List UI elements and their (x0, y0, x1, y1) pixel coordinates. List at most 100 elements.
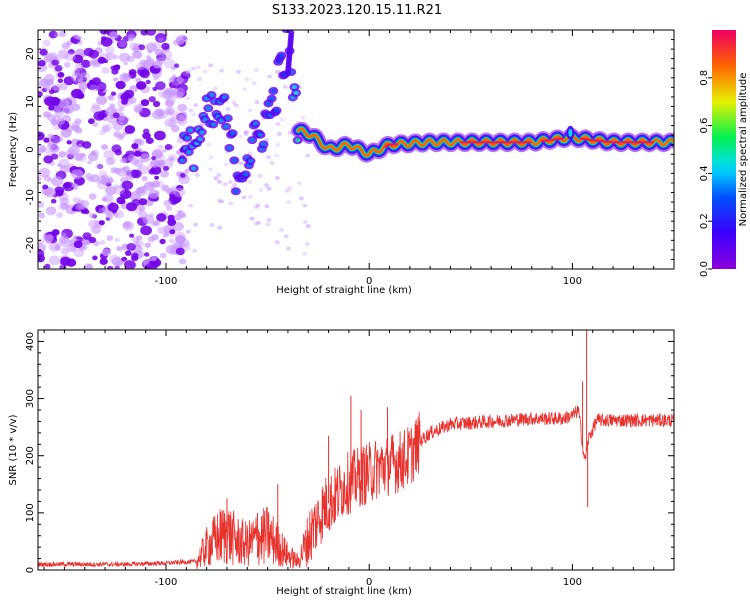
noise-blob (113, 54, 119, 60)
spectrogram-ytick-label: 10 (25, 95, 36, 108)
noise-blob (124, 260, 136, 269)
noise-blob (93, 111, 105, 121)
noise-blob (43, 86, 51, 92)
noise-blob (275, 69, 281, 74)
noise-blob (107, 202, 119, 212)
noise-blob (164, 144, 173, 151)
noise-blob (158, 90, 168, 98)
noise-blob (169, 117, 176, 123)
noise-blob (99, 258, 108, 265)
noise-blob (152, 148, 163, 158)
noise-blob (105, 157, 116, 166)
noise-blob (38, 176, 42, 182)
noise-blob (48, 255, 61, 266)
noise-blob (122, 221, 134, 231)
noise-blob (285, 246, 291, 251)
noise-blob (300, 115, 306, 120)
noise-blob (190, 112, 196, 117)
noise-blob (61, 42, 70, 50)
noise-blob (169, 238, 175, 244)
ridge-peak (579, 137, 655, 144)
noise-blob (264, 183, 270, 188)
noise-blob (96, 95, 108, 106)
spectrogram-ylabel: Frequency (Hz) (8, 112, 19, 188)
noise-blob (79, 81, 85, 86)
ridge-core (274, 108, 280, 113)
noise-blob (121, 99, 128, 105)
noise-blob (253, 221, 259, 226)
noise-blob (212, 86, 218, 91)
noise-blob (82, 232, 92, 240)
noise-blob (138, 44, 146, 51)
noise-blob (103, 149, 115, 160)
noise-blob (145, 79, 151, 85)
noise-blob (129, 42, 139, 51)
noise-blob (176, 184, 184, 191)
noise-blob (287, 185, 293, 190)
ridge-core (293, 90, 299, 95)
ridge-core (226, 145, 232, 150)
noise-blob (173, 87, 186, 98)
noise-blob (48, 89, 55, 95)
noise-blob (42, 184, 49, 190)
noise-blob (88, 118, 95, 125)
noise-blob (251, 81, 257, 86)
noise-blob (96, 180, 108, 190)
noise-blob (184, 168, 190, 173)
noise-blob (175, 247, 185, 256)
noise-blob (42, 87, 48, 93)
noise-blob (148, 168, 156, 175)
noise-blob (43, 175, 51, 182)
noise-blob (121, 166, 129, 173)
noise-blob (139, 59, 149, 67)
snr-frame (37, 329, 675, 571)
noise-blob (170, 125, 180, 133)
ridge-core (186, 150, 192, 155)
noise-blob (177, 210, 183, 215)
noise-blob (144, 252, 150, 257)
noise-blob (88, 219, 99, 229)
noise-blob (258, 188, 264, 192)
noise-blob (43, 155, 54, 164)
noise-blob (38, 212, 46, 219)
noise-blob (266, 186, 272, 191)
noise-blob (154, 130, 166, 141)
noise-blob (106, 265, 114, 269)
noise-blob (152, 220, 159, 226)
noise-blob (98, 220, 105, 226)
noise-blob (73, 240, 83, 249)
noise-blob (106, 235, 114, 241)
noise-blob (105, 185, 117, 196)
noise-blob (305, 153, 311, 158)
noise-blob (88, 49, 99, 59)
noise-blob (139, 188, 146, 194)
noise-blob (48, 105, 55, 111)
noise-blob (177, 117, 188, 126)
noise-blob (97, 176, 108, 185)
noise-blob (44, 96, 56, 107)
noise-blob (58, 151, 66, 158)
noise-blob (114, 265, 120, 269)
ridge-peak (384, 143, 398, 148)
noise-blob (64, 52, 76, 62)
noise-blob (179, 238, 190, 248)
noise-blob (170, 194, 182, 204)
noise-blob (208, 63, 214, 68)
noise-blob (155, 33, 167, 43)
noise-blob (206, 142, 212, 147)
noise-blob (190, 66, 196, 71)
ridge-core (210, 122, 216, 127)
noise-blob (194, 173, 200, 178)
noise-blob (44, 187, 56, 198)
noise-blob (266, 218, 272, 223)
noise-blob (150, 222, 157, 227)
noise-blob (164, 99, 174, 107)
noise-blob (257, 174, 263, 178)
spectrogram-ytick-label: 0 (25, 146, 36, 152)
noise-blob (56, 163, 63, 168)
noise-blob (101, 248, 112, 257)
noise-blob (255, 203, 261, 208)
noise-blob (92, 122, 99, 127)
noise-blob (63, 61, 71, 68)
noise-blob (38, 167, 51, 178)
